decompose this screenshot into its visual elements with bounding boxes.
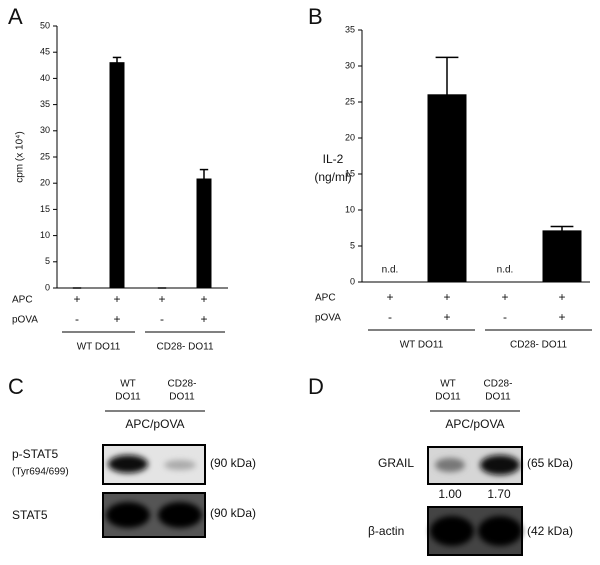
group-label: CD28- DO11 — [510, 340, 567, 351]
column-label: DO11 — [485, 392, 511, 403]
column-label: WT — [120, 379, 136, 390]
row-label: pOVA — [12, 315, 38, 326]
band — [435, 458, 465, 472]
panel-label: D — [308, 374, 324, 399]
row-sign: + — [113, 312, 120, 326]
size-label: (65 kDa) — [527, 456, 573, 470]
quantity: 1.70 — [487, 487, 511, 501]
y-tick-label: 25 — [40, 151, 50, 161]
row-label: APC — [12, 295, 33, 306]
y-tick-label: 35 — [345, 24, 355, 34]
y-tick-label: 50 — [40, 20, 50, 30]
band — [478, 516, 522, 546]
panel-label: C — [8, 374, 24, 399]
row-sublabel: (Tyr694/699) — [12, 467, 69, 478]
bar — [427, 94, 467, 283]
condition: APC/pOVA — [125, 417, 184, 431]
y-tick-label: 20 — [40, 178, 50, 188]
y-tick-label: 0 — [45, 282, 50, 292]
column-label: WT — [440, 379, 456, 390]
row-label: STAT5 — [12, 508, 48, 522]
y-axis-label: IL-2 — [323, 152, 344, 166]
row-sign: + — [200, 292, 207, 306]
row-sign: + — [200, 312, 207, 326]
band — [108, 455, 148, 473]
y-tick-label: 5 — [45, 256, 50, 266]
bar — [196, 178, 212, 289]
column-label: CD28- — [484, 379, 513, 390]
group-label: CD28- DO11 — [156, 342, 213, 353]
y-tick-label: 30 — [345, 60, 355, 70]
row-sign: + — [158, 292, 165, 306]
band — [106, 502, 150, 528]
y-tick-label: 40 — [40, 73, 50, 83]
row-label: GRAIL — [378, 456, 414, 470]
y-axis-label: (ng/ml) — [314, 170, 351, 184]
bar — [109, 62, 125, 289]
band — [164, 460, 196, 470]
value-label: n.d. — [382, 265, 399, 276]
group-label: WT DO11 — [400, 340, 444, 351]
size-label: (90 kDa) — [210, 506, 256, 520]
y-tick-label: 45 — [40, 47, 50, 57]
row-label: β-actin — [368, 524, 404, 538]
condition: APC/pOVA — [445, 417, 504, 431]
y-tick-label: 35 — [40, 99, 50, 109]
y-tick-label: 15 — [345, 168, 355, 178]
y-tick-label: 15 — [40, 204, 50, 214]
row-label: p-STAT5 — [12, 447, 59, 461]
row-sign: + — [558, 290, 565, 304]
bar — [542, 230, 582, 283]
band — [430, 516, 474, 546]
row-sign: - — [160, 312, 164, 326]
row-sign: + — [558, 310, 565, 324]
row-sign: + — [501, 290, 508, 304]
row-sign: - — [75, 312, 79, 326]
size-label: (90 kDa) — [210, 456, 256, 470]
band — [158, 502, 202, 528]
quantity: 1.00 — [438, 487, 462, 501]
row-sign: + — [443, 310, 450, 324]
row-label: APC — [315, 293, 336, 304]
y-tick-label: 25 — [345, 96, 355, 106]
y-tick-label: 5 — [350, 240, 355, 250]
group-label: WT DO11 — [77, 342, 121, 353]
column-label: DO11 — [115, 392, 141, 403]
column-label: DO11 — [169, 392, 195, 403]
y-tick-label: 30 — [40, 125, 50, 135]
value-label: n.d. — [497, 265, 514, 276]
row-sign: + — [73, 292, 80, 306]
y-tick-label: 20 — [345, 132, 355, 142]
y-tick-label: 10 — [40, 230, 50, 240]
row-sign: + — [113, 292, 120, 306]
row-sign: - — [503, 310, 507, 324]
y-axis-label: cpm (x 10⁴) — [15, 131, 26, 183]
size-label: (42 kDa) — [527, 524, 573, 538]
row-sign: - — [388, 310, 392, 324]
y-tick-label: 0 — [350, 276, 355, 286]
row-sign: + — [386, 290, 393, 304]
column-label: DO11 — [435, 392, 461, 403]
band — [480, 455, 520, 475]
row-label: pOVA — [315, 313, 341, 324]
panel-label: B — [308, 4, 323, 29]
y-tick-label: 10 — [345, 204, 355, 214]
column-label: CD28- — [168, 379, 197, 390]
panel-label: A — [8, 4, 23, 29]
row-sign: + — [443, 290, 450, 304]
